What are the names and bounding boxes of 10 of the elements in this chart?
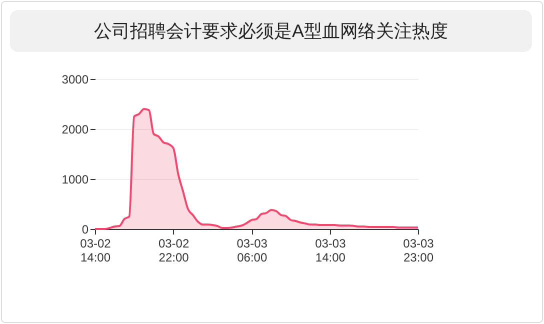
x-tick-label: 03-02 22:00 (158, 236, 190, 264)
y-tick-label: 0 (82, 222, 89, 236)
chart-title: 公司招聘会计要求必须是A型血网络关注热度 (10, 10, 532, 52)
y-tick-label: 3000 (62, 72, 89, 86)
x-tick-label: 03-02 14:00 (80, 236, 112, 264)
x-tick-label: 03-03 23:00 (403, 236, 434, 264)
y-tick-label: 1000 (62, 172, 89, 186)
y-tick-label: 2000 (62, 122, 89, 136)
x-tick-label: 03-03 06:00 (236, 236, 268, 264)
x-tick-label: 03-03 14:00 (315, 236, 346, 264)
